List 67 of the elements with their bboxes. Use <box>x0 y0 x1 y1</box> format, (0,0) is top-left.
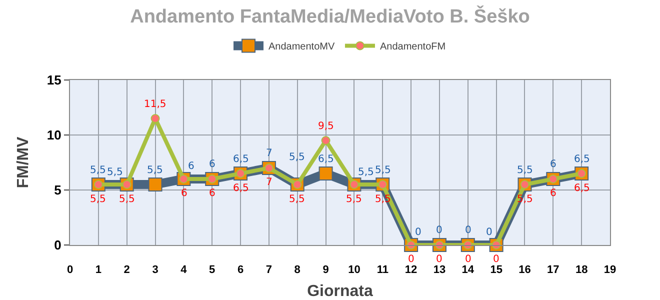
data-label: 6 <box>181 188 188 199</box>
data-label: 0 <box>486 227 492 238</box>
x-tick-label: 6 <box>237 264 244 276</box>
x-tick-label: 16 <box>518 264 531 276</box>
data-label: 6 <box>209 188 216 199</box>
x-tick-label: 11 <box>376 264 388 276</box>
x-tick-label: 3 <box>152 264 158 276</box>
data-label: 5,5 <box>358 167 374 178</box>
data-label: 5,5 <box>119 194 135 205</box>
legend-label: AndamentoFM <box>380 42 446 53</box>
data-label: 5,5 <box>90 194 106 205</box>
data-label: 0 <box>493 254 500 265</box>
data-label: 0 <box>415 227 422 238</box>
data-label: 5,5 <box>289 152 305 163</box>
data-label: 6,5 <box>318 154 334 165</box>
x-tick-label: 8 <box>294 264 300 276</box>
data-label: 6,5 <box>574 154 590 165</box>
y-tick-label: 5 <box>54 182 62 198</box>
data-label: 11,5 <box>144 99 166 110</box>
x-tick-label: 1 <box>95 264 102 276</box>
data-label: 5,5 <box>107 167 123 178</box>
legend-label: AndamentoMV <box>268 42 335 53</box>
x-axis-title: Giornata <box>307 283 373 300</box>
data-label: 5,5 <box>346 194 362 205</box>
data-label: 6 <box>550 188 556 199</box>
x-tick-label: 10 <box>348 264 360 276</box>
x-tick-label: 15 <box>490 264 502 276</box>
data-label: 6,5 <box>233 183 249 194</box>
x-tick-label: 19 <box>604 264 616 276</box>
data-label: 6 <box>188 161 194 172</box>
point <box>321 136 330 145</box>
chart-title: Andamento FantaMedia/MediaVoto B. Šeško <box>130 4 530 28</box>
point <box>318 166 333 180</box>
data-label: 0 <box>436 225 442 236</box>
data-label: 6 <box>209 159 216 170</box>
data-label: 0 <box>408 254 414 265</box>
point <box>150 114 160 123</box>
data-label: 5,5 <box>90 165 106 176</box>
x-tick-label: 12 <box>404 264 418 276</box>
x-tick-label: 18 <box>575 264 588 276</box>
data-label: 6,5 <box>574 183 590 194</box>
data-label: 9,5 <box>318 121 334 132</box>
y-tick-label: 15 <box>46 72 62 88</box>
x-tick-label: 7 <box>266 264 272 276</box>
x-tick-label: 5 <box>209 264 216 276</box>
x-tick-label: 0 <box>66 264 74 276</box>
y-tick-label: 10 <box>46 128 62 143</box>
data-label: 7 <box>266 148 272 159</box>
data-label: 5,5 <box>147 165 163 176</box>
x-tick-label: 17 <box>547 264 560 276</box>
x-tick-label: 2 <box>124 264 130 276</box>
data-label: 6,5 <box>233 154 249 165</box>
x-tick-label: 9 <box>322 264 329 276</box>
y-axis-title: FM/MV <box>15 136 32 188</box>
x-tick-label: 13 <box>433 264 446 276</box>
data-label: 0 <box>465 254 472 265</box>
data-label: 6 <box>550 159 556 170</box>
x-tick-label: 14 <box>462 264 475 276</box>
data-label: 5,5 <box>375 165 391 176</box>
point <box>148 178 162 192</box>
data-label: 5,5 <box>517 165 533 176</box>
data-label: 0 <box>465 225 472 236</box>
y-tick-label: 0 <box>54 238 62 253</box>
x-tick-label: 4 <box>180 264 188 276</box>
data-label: 5,5 <box>289 194 305 205</box>
data-label: 0 <box>436 254 442 265</box>
data-label: 7 <box>266 177 272 188</box>
